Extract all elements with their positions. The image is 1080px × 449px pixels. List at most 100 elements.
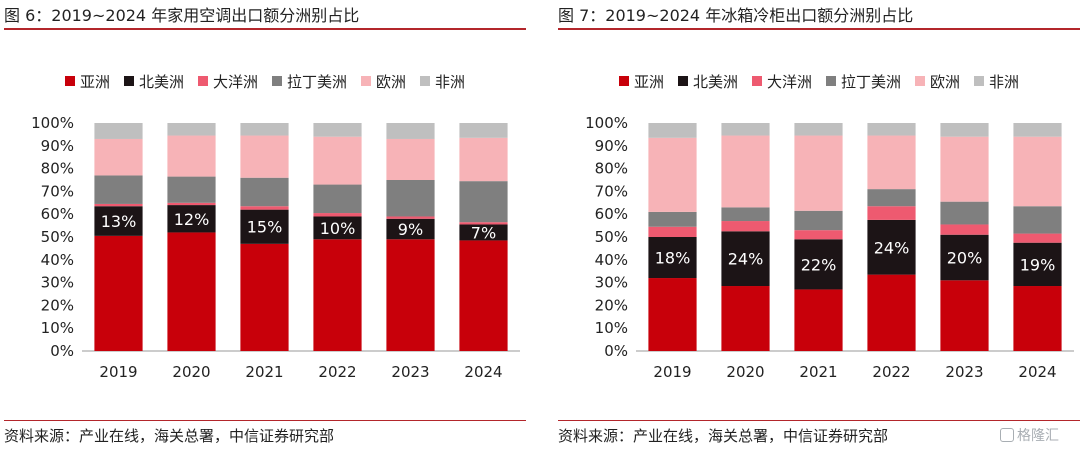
data-label: 15% bbox=[247, 218, 283, 237]
source-divider bbox=[558, 420, 1080, 421]
data-label: 24% bbox=[728, 250, 764, 269]
chart-title: 图 7：2019~2024 年冰箱冷柜出口额分洲别占比 bbox=[558, 6, 914, 25]
bar-segment bbox=[459, 123, 508, 138]
data-label: 10% bbox=[320, 219, 356, 238]
x-tick-label: 2022 bbox=[872, 363, 910, 381]
legend-label: 欧洲 bbox=[376, 72, 407, 91]
chart-title: 图 6：2019~2024 年家用空调出口额分洲别占比 bbox=[4, 6, 360, 25]
watermark-text: 格隆汇 bbox=[1017, 428, 1059, 444]
legend-label: 北美洲 bbox=[692, 72, 738, 91]
bar-segment bbox=[648, 123, 697, 138]
data-label: 19% bbox=[1020, 255, 1056, 274]
bar-segment bbox=[721, 286, 770, 351]
bar-segment bbox=[1013, 206, 1062, 234]
bar-segment bbox=[459, 137, 508, 182]
bar-segment bbox=[386, 180, 435, 217]
legend-label: 非洲 bbox=[435, 72, 466, 91]
bar-segment bbox=[794, 239, 843, 290]
bar-segment bbox=[867, 189, 916, 207]
bar-segment bbox=[867, 206, 916, 220]
stacked-bar-chart: 0% 10% 20% 30% 40% 50% 60% 70% 80% 90% 100% 18% 2019… bbox=[585, 114, 1074, 381]
bar-segment bbox=[648, 137, 697, 212]
bar-segment bbox=[648, 226, 697, 237]
legend-swatch bbox=[64, 76, 75, 86]
bar-segment bbox=[240, 243, 289, 351]
bar-segment bbox=[313, 136, 362, 185]
legend-item: 非洲 bbox=[974, 70, 1019, 92]
bar-segment bbox=[459, 181, 508, 223]
bar-segment bbox=[867, 219, 916, 275]
bar-segment bbox=[794, 135, 843, 211]
x-tick-label: 2020 bbox=[172, 363, 210, 381]
bar-segment bbox=[94, 123, 143, 139]
title-divider bbox=[4, 28, 526, 30]
bar-segment bbox=[794, 230, 843, 240]
bar-segment bbox=[167, 135, 216, 177]
bar-segment bbox=[94, 235, 143, 351]
bar-segment bbox=[648, 278, 697, 351]
x-tick-label: 2022 bbox=[318, 363, 356, 381]
bar-segment bbox=[386, 239, 435, 351]
y-tick-label: 90% bbox=[41, 137, 74, 155]
legend-item: 拉丁美洲 bbox=[826, 70, 901, 92]
legend-label: 拉丁美洲 bbox=[841, 72, 902, 91]
source-divider bbox=[4, 420, 526, 421]
legend-swatch bbox=[618, 76, 629, 86]
bar-segment bbox=[240, 123, 289, 136]
y-tick-label: 10% bbox=[41, 319, 74, 337]
legend-label: 亚洲 bbox=[633, 72, 664, 91]
bar-segment bbox=[94, 206, 143, 236]
chart-panel-left: 图 6：2019~2024 年家用空调出口额分洲别占比 亚洲 北美洲 大洋洲 拉丁美洲… bbox=[4, 0, 526, 449]
bar-segment bbox=[313, 216, 362, 240]
legend-label: 北美洲 bbox=[138, 72, 184, 91]
legend-swatch bbox=[826, 76, 836, 86]
bar-segment bbox=[313, 123, 362, 137]
bar-segment bbox=[940, 136, 989, 202]
bar-segment bbox=[313, 239, 362, 351]
bar-segment bbox=[167, 176, 216, 203]
bar-segment bbox=[240, 135, 289, 178]
x-tick-label: 2019 bbox=[653, 363, 691, 381]
x-tick-label: 2021 bbox=[799, 363, 837, 381]
legend-swatch bbox=[974, 76, 985, 86]
legend-label: 大洋洲 bbox=[766, 72, 812, 91]
y-tick-label: 70% bbox=[41, 182, 74, 200]
bar-segment bbox=[794, 289, 843, 351]
x-tick-label: 2024 bbox=[464, 363, 502, 381]
chart-panel-right: 图 7：2019~2024 年冰箱冷柜出口额分洲别占比 亚洲 北美洲 大洋洲 拉丁美洲… bbox=[558, 0, 1080, 449]
bar-segment bbox=[1013, 136, 1062, 207]
legend-item: 非洲 bbox=[420, 70, 465, 92]
y-tick-label: 60% bbox=[41, 205, 74, 223]
x-tick-label: 2023 bbox=[391, 363, 429, 381]
bar-segment bbox=[94, 138, 143, 176]
legend-swatch bbox=[420, 76, 431, 86]
legend-swatch bbox=[272, 76, 282, 86]
x-tick-label: 2024 bbox=[1018, 363, 1056, 381]
bar-segment bbox=[940, 123, 989, 137]
y-tick-label: 100% bbox=[585, 114, 628, 132]
x-tick-label: 2019 bbox=[99, 363, 137, 381]
bar-segment bbox=[721, 123, 770, 136]
bar-segment bbox=[167, 205, 216, 233]
source-note: 资料来源：产业在线，海关总署，中信证券研究部 bbox=[558, 427, 889, 445]
y-tick-label: 0% bbox=[50, 342, 74, 360]
legend-item: 亚洲 bbox=[618, 70, 664, 92]
bar-segment bbox=[313, 213, 362, 217]
legend-swatch bbox=[361, 76, 372, 86]
stacked-bar-chart: 0% 10% 20% 30% 40% 50% 60% 70% 80% 90% 100% 13% 2019… bbox=[31, 114, 520, 381]
bar-segment bbox=[386, 123, 435, 139]
legend-label: 拉丁美洲 bbox=[287, 72, 348, 91]
bar-segment bbox=[386, 138, 435, 180]
data-label: 13% bbox=[101, 212, 137, 231]
bar-segment bbox=[1013, 233, 1062, 243]
y-tick-label: 80% bbox=[41, 160, 74, 178]
data-label: 20% bbox=[947, 249, 983, 268]
bar-segment bbox=[1013, 123, 1062, 137]
legend-swatch bbox=[123, 76, 134, 86]
legend-swatch bbox=[915, 76, 926, 86]
bar-segment bbox=[167, 232, 216, 351]
chart-legend: 亚洲 北美洲 大洋洲 拉丁美洲 欧洲 非洲 bbox=[4, 70, 526, 92]
bar-segment bbox=[167, 123, 216, 136]
legend-swatch bbox=[677, 76, 688, 86]
y-tick-label: 0% bbox=[604, 342, 628, 360]
